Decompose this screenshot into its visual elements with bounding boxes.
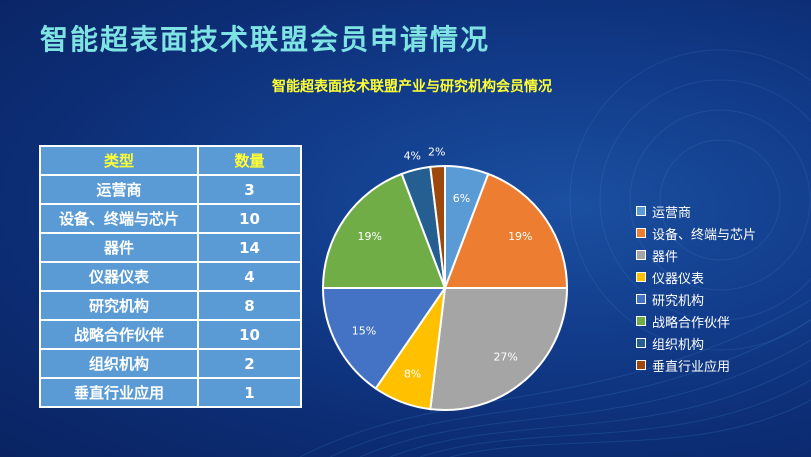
- table-row: 设备、终端与芯片 10: [39, 203, 302, 234]
- chart-title: 智能超表面技术联盟产业与研究机构会员情况: [272, 79, 552, 95]
- pie-slice-label: 2%: [428, 146, 445, 159]
- header-count: 数量: [197, 145, 302, 176]
- pie-slice: [443, 172, 569, 289]
- chart-legend: 运营商设备、终端与芯片 器件仪器仪表研究机构战略合作伙伴 组织机构垂直行业应用: [636, 200, 756, 376]
- table-row: 研究机构 8: [39, 290, 302, 321]
- row-count-cell: 4: [197, 261, 302, 292]
- legend-label: 设备、终端与芯片: [652, 227, 757, 243]
- legend-swatch: [636, 272, 646, 282]
- member-stats-table: 类型 数量 运营商 3 设备、终端与芯片 10 器件 14 仪器仪表 4 研究机: [39, 145, 302, 408]
- row-type-cell: 仪器仪表: [39, 261, 199, 292]
- legend-item: 研究机构: [636, 288, 756, 310]
- row-count-cell: 1: [197, 377, 302, 408]
- legend-item: 仪器仪表: [636, 266, 756, 288]
- legend-label: 仪器仪表: [652, 271, 705, 287]
- row-count-cell: 14: [197, 232, 302, 263]
- pie-slice-label: 19%: [357, 230, 381, 243]
- legend-label: 垂直行业应用: [652, 359, 731, 375]
- row-count-cell: 10: [197, 319, 302, 350]
- pie-slice-label: 27%: [493, 350, 517, 363]
- row-type-cell: 器件: [39, 232, 199, 263]
- pie-slice: [321, 172, 447, 289]
- legend-item: 组织机构: [636, 332, 756, 354]
- row-type-cell: 垂直行业应用: [39, 377, 199, 408]
- table-row: 垂直行业应用 1: [39, 377, 302, 408]
- row-count-cell: 10: [197, 203, 302, 234]
- pie-slice: [429, 164, 446, 289]
- pie-slice-label: 6%: [453, 192, 470, 205]
- legend-item: 垂直行业应用: [636, 354, 756, 376]
- row-type-cell: 组织机构: [39, 348, 199, 379]
- legend-label: 器件: [652, 249, 679, 265]
- legend-item: 运营商: [636, 200, 756, 222]
- legend-swatch: [636, 360, 646, 370]
- legend-label: 组织机构: [652, 337, 705, 353]
- table-row: 器件 14: [39, 232, 302, 263]
- pie-slice: [321, 287, 447, 390]
- row-count-cell: 8: [197, 290, 302, 321]
- table-row: 仪器仪表 4: [39, 261, 302, 292]
- slide-title: 智能超表面技术联盟会员申请情况: [40, 23, 491, 56]
- header-type: 类型: [39, 145, 199, 176]
- legend-label: 战略合作伙伴: [652, 315, 731, 331]
- row-type-cell: 战略合作伙伴: [39, 319, 199, 350]
- legend-item: 战略合作伙伴: [636, 310, 756, 332]
- legend-swatch: [636, 316, 646, 326]
- legend-item: 设备、终端与芯片: [636, 222, 756, 244]
- legend-swatch: [636, 206, 646, 216]
- pie-slice-label: 19%: [508, 230, 532, 243]
- legend-swatch: [636, 250, 646, 260]
- legend-swatch: [636, 294, 646, 304]
- row-count-cell: 3: [197, 174, 302, 205]
- legend-swatch: [636, 228, 646, 238]
- pie-slice-label: 15%: [352, 325, 376, 338]
- pie-slice: [429, 287, 569, 411]
- row-count-cell: 2: [197, 348, 302, 379]
- pie-slice-label: 4%: [404, 149, 421, 162]
- legend-swatch: [636, 338, 646, 348]
- legend-label: 研究机构: [652, 293, 705, 309]
- row-type-cell: 运营商: [39, 174, 199, 205]
- legend-item: 器件: [636, 244, 756, 266]
- row-type-cell: 设备、终端与芯片: [39, 203, 199, 234]
- table-row: 战略合作伙伴 10: [39, 319, 302, 350]
- table-header-row: 类型 数量: [39, 145, 302, 176]
- legend-label: 运营商: [652, 205, 692, 221]
- pie-slice-label: 8%: [404, 368, 421, 381]
- table-row: 运营商 3: [39, 174, 302, 205]
- row-type-cell: 研究机构: [39, 290, 199, 321]
- table-row: 组织机构 2: [39, 348, 302, 379]
